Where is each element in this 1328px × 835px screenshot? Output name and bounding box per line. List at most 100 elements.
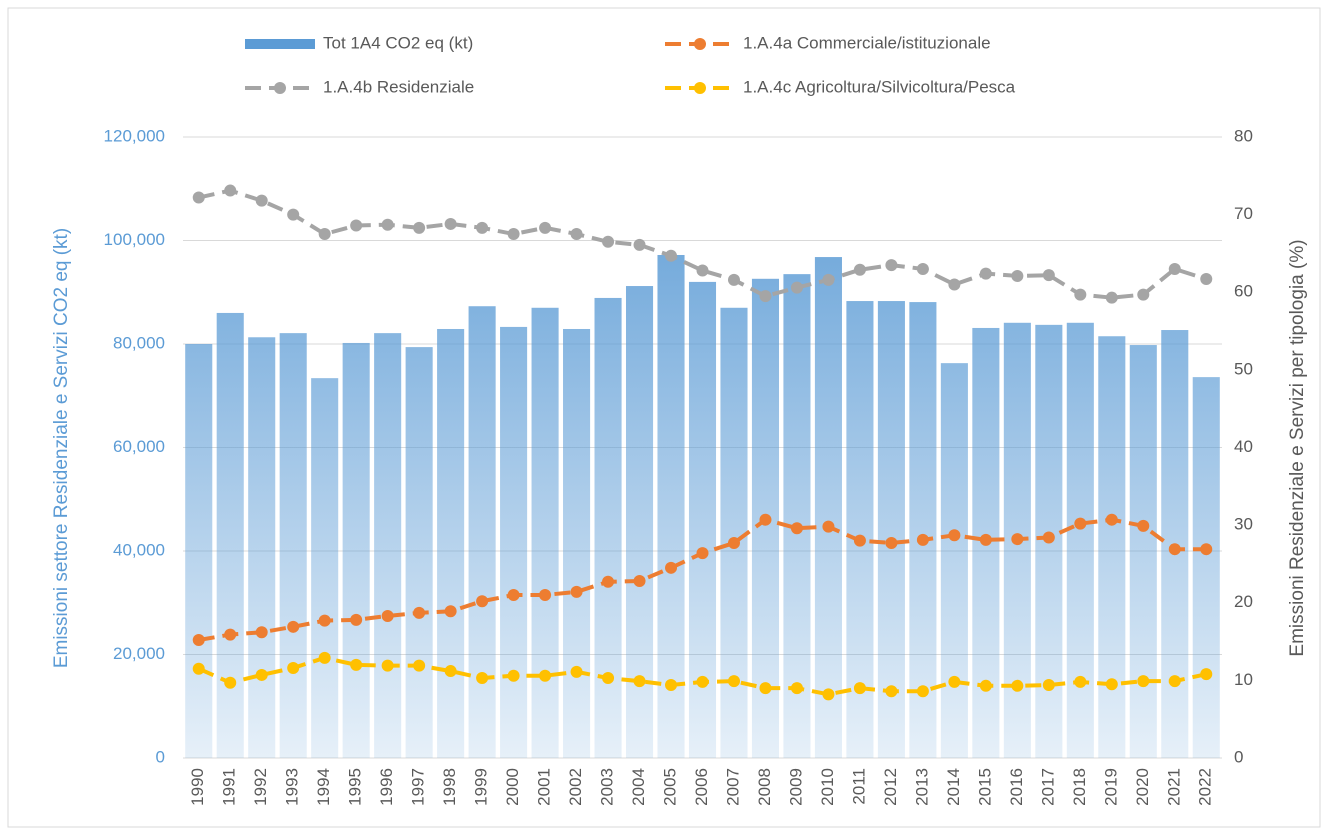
y2-tick-label: 0: [1234, 747, 1243, 766]
marker: [727, 675, 740, 688]
marker: [413, 606, 426, 619]
x-tick-label: 1998: [440, 768, 459, 806]
marker: [507, 228, 520, 241]
y-tick-label: 40,000: [113, 540, 165, 559]
bar: [468, 306, 496, 758]
marker: [350, 613, 363, 626]
marker: [224, 628, 237, 641]
marker: [665, 249, 678, 262]
marker: [916, 685, 929, 698]
marker: [665, 561, 678, 574]
marker: [381, 218, 394, 231]
x-tick-label: 2013: [912, 768, 931, 806]
marker: [790, 522, 803, 535]
marker: [224, 184, 237, 197]
bar: [279, 333, 307, 758]
bar: [783, 274, 811, 758]
x-tick-label: 1997: [409, 768, 428, 806]
marker: [318, 614, 331, 627]
y2-tick-label: 20: [1234, 592, 1253, 611]
marker: [1105, 678, 1118, 691]
marker: [255, 626, 268, 639]
marker: [1137, 675, 1150, 688]
y-axis-label: Emissioni settore Residenziale e Servizi…: [51, 228, 72, 668]
x-tick-label: 2006: [692, 768, 711, 806]
x-tick-label: 1991: [220, 768, 239, 806]
legend-label: 1.A.4a Commerciale/istituzionale: [743, 33, 991, 52]
bar: [846, 301, 874, 758]
x-tick-label: 2015: [975, 768, 994, 806]
bar: [248, 337, 276, 758]
bar: [594, 297, 622, 758]
marker: [822, 273, 835, 286]
marker: [381, 659, 394, 672]
bar: [374, 333, 402, 758]
marker: [1200, 273, 1213, 286]
x-tick-label: 2008: [755, 768, 774, 806]
y2-tick-label: 70: [1234, 204, 1253, 223]
marker: [790, 682, 803, 695]
marker: [444, 605, 457, 618]
marker: [602, 672, 615, 685]
marker: [539, 221, 552, 234]
y2-tick-label: 40: [1234, 437, 1253, 456]
x-tick-label: 2002: [566, 768, 585, 806]
legend-label: Tot 1A4 CO2 eq (kt): [323, 33, 473, 52]
x-tick-label: 2005: [660, 768, 679, 806]
y-tick-label: 20,000: [113, 644, 165, 663]
marker: [948, 529, 961, 542]
marker: [570, 585, 583, 598]
marker: [1074, 517, 1087, 530]
y-tick-label: 80,000: [113, 333, 165, 352]
x-tick-label: 1996: [377, 768, 396, 806]
x-tick-label: 2011: [849, 768, 868, 805]
legend-marker: [694, 82, 706, 94]
marker: [1011, 269, 1024, 282]
x-tick-label: 1993: [283, 768, 302, 806]
y-tick-label: 0: [156, 747, 165, 766]
legend-label: 1.A.4b Residenziale: [323, 77, 474, 96]
marker: [476, 221, 489, 234]
marker: [948, 675, 961, 688]
marker: [633, 575, 646, 588]
marker: [570, 228, 583, 241]
marker: [1042, 531, 1055, 544]
marker: [853, 534, 866, 547]
x-tick-label: 2004: [629, 768, 648, 806]
bar: [814, 257, 842, 758]
bar: [1066, 322, 1094, 758]
bar: [625, 286, 654, 758]
marker: [413, 221, 426, 234]
marker: [350, 658, 363, 671]
marker: [948, 278, 961, 291]
bar: [311, 378, 339, 758]
marker: [1074, 675, 1087, 688]
marker: [633, 238, 646, 251]
marker: [381, 609, 394, 622]
marker: [1011, 679, 1024, 692]
marker: [1011, 533, 1024, 546]
marker: [476, 595, 489, 608]
marker: [1105, 291, 1118, 304]
marker: [224, 676, 237, 689]
marker: [318, 228, 331, 241]
x-tick-label: 2007: [723, 768, 742, 806]
marker: [1105, 513, 1118, 526]
bar: [216, 312, 244, 758]
legend-marker: [694, 38, 706, 50]
x-tick-label: 1992: [251, 768, 270, 806]
marker: [696, 675, 709, 688]
x-tick-label: 1990: [188, 768, 207, 806]
marker: [822, 688, 835, 701]
bar: [342, 342, 370, 758]
bar: [1098, 336, 1126, 758]
y-tick-label: 100,000: [104, 230, 165, 249]
marker: [476, 672, 489, 685]
marker: [916, 262, 929, 275]
marker: [979, 679, 992, 692]
marker: [759, 290, 772, 303]
marker: [1168, 543, 1181, 556]
bar: [531, 307, 559, 758]
x-tick-label: 1994: [314, 768, 333, 806]
